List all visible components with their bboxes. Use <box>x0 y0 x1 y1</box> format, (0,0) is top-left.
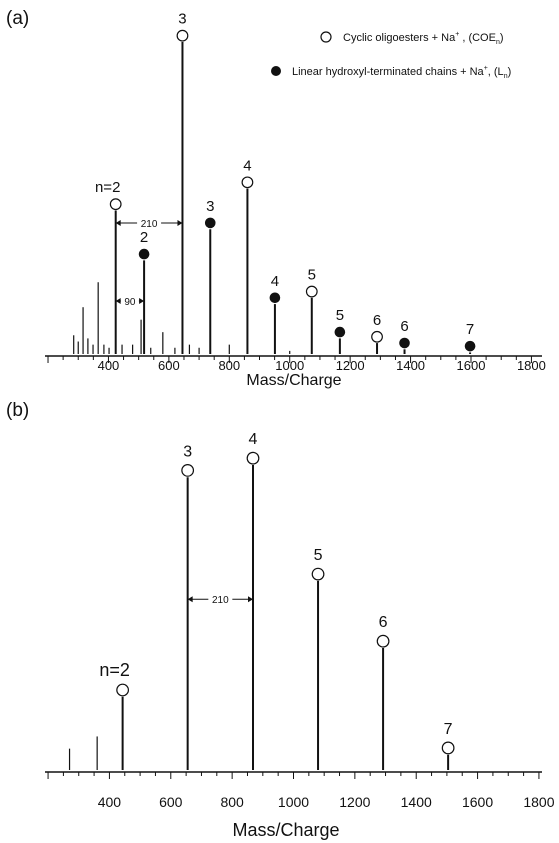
x-tick-label: 1200 <box>339 794 370 810</box>
x-tick-label: 400 <box>98 794 122 810</box>
arrow-head-left <box>187 596 193 603</box>
peak-label: 2 <box>140 229 148 246</box>
open-circle-marker <box>181 464 195 477</box>
open-circle-marker <box>376 634 390 648</box>
x-tick-label: 1200 <box>336 358 365 373</box>
x-tick-label: 1600 <box>462 794 493 810</box>
filled-circle-marker <box>399 337 410 349</box>
panel-b-label: (b) <box>6 400 29 421</box>
spacing-annotation: 90 <box>124 297 136 308</box>
legend-entry-cyclic: Cyclic oligoesters + Na+ , (COEn) <box>343 31 504 46</box>
peak-label: 4 <box>249 431 258 448</box>
filled-circle-marker <box>204 217 216 229</box>
x-tick-label: 1400 <box>401 794 432 810</box>
peak-label: 4 <box>271 273 279 290</box>
annotation-bg <box>137 216 162 229</box>
open-circle-marker <box>371 330 383 343</box>
legend-open-circle-icon <box>320 31 332 43</box>
spacing-annotation: 210 <box>212 595 229 606</box>
x-tick-label: 400 <box>98 358 120 373</box>
legend: Cyclic oligoesters + Na+ , (COEn) Linear… <box>271 31 511 80</box>
filled-circle-marker <box>334 326 346 338</box>
arrow-head-right <box>139 297 145 304</box>
peak-label: 6 <box>379 614 388 631</box>
x-tick-label: 800 <box>220 794 244 810</box>
open-circle-marker <box>305 285 318 298</box>
filled-circle-marker <box>138 248 150 260</box>
x-tick-label: 600 <box>159 794 183 810</box>
panel-b-xlabel: Mass/Charge <box>232 820 339 840</box>
arrow-head-left <box>115 297 121 304</box>
open-circle-marker <box>241 176 254 189</box>
peak-label: 4 <box>243 157 251 174</box>
peak-label: 7 <box>466 321 474 338</box>
peak-label: 6 <box>400 318 408 335</box>
open-circle-marker <box>116 683 130 697</box>
peak-label: 3 <box>183 443 192 460</box>
filled-circle-marker <box>464 340 476 352</box>
x-tick-label: 600 <box>158 358 180 373</box>
peak-label: n=2 <box>99 660 130 680</box>
annotation-bg <box>120 294 139 307</box>
open-circle-marker <box>109 198 122 211</box>
x-tick-label: 1000 <box>278 794 309 810</box>
x-tick-label: 1000 <box>275 358 304 373</box>
peak-label: 3 <box>178 11 186 28</box>
open-circle-marker <box>176 29 189 42</box>
open-circle-marker <box>441 741 455 755</box>
peak-label: 5 <box>314 547 323 564</box>
peak-label: 6 <box>373 312 381 329</box>
open-circle-marker <box>246 451 260 465</box>
peak-label: 7 <box>444 721 453 738</box>
peak-label: 5 <box>308 267 316 284</box>
x-tick-label: 1800 <box>517 358 546 373</box>
annotation-bg <box>208 593 233 606</box>
legend-entry-linear: Linear hydroxyl-terminated chains + Na+,… <box>292 65 511 80</box>
arrow-head-right <box>248 596 254 603</box>
peak-label: 3 <box>206 198 214 215</box>
x-tick-label: 1400 <box>396 358 425 373</box>
panel-a-label: (a) <box>6 8 29 29</box>
arrow-head-right <box>177 219 183 226</box>
peak-label: n=2 <box>95 179 120 196</box>
x-tick-label: 1800 <box>523 794 554 810</box>
panel-b: (b) Mass/Charge 400 600 800 1000 1200 1400 160… <box>6 400 555 840</box>
x-tick-label: 800 <box>218 358 240 373</box>
legend-filled-circle-icon <box>271 66 281 76</box>
spacing-annotation: 210 <box>141 219 158 230</box>
peak-label: 5 <box>336 307 344 324</box>
arrow-head-left <box>115 219 121 226</box>
open-circle-marker <box>311 567 325 581</box>
panel-a-xlabel: Mass/Charge <box>246 372 341 389</box>
x-tick-label: 1600 <box>457 358 486 373</box>
filled-circle-marker <box>269 292 281 304</box>
panel-a: (a) Mass/Charge Cyclic oligoesters + Na+… <box>6 8 546 389</box>
